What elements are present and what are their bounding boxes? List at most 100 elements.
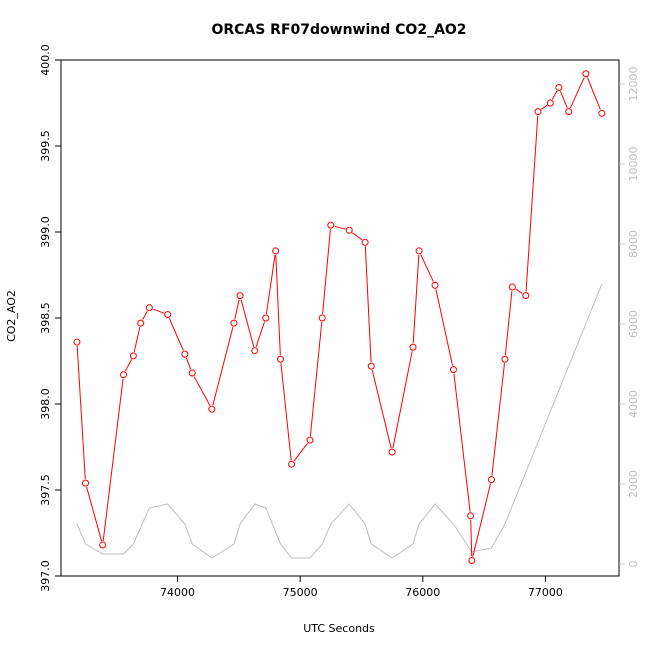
- co2-segment: [322, 229, 331, 315]
- co2-segment: [559, 91, 568, 109]
- co2-segment: [515, 288, 523, 294]
- altitude-series: [76, 283, 603, 559]
- co2-segment: [569, 77, 585, 109]
- co2-segment: [152, 308, 165, 314]
- x-axis-label: UTC Seconds: [303, 622, 375, 635]
- co2-point: [555, 84, 563, 92]
- co2-segment: [309, 321, 323, 437]
- co2-point: [208, 405, 216, 413]
- co2-segment: [371, 369, 392, 449]
- co2-point: [367, 362, 375, 370]
- y-tick-label: 398.0: [39, 388, 52, 420]
- co2-point: [129, 352, 137, 360]
- co2-point: [582, 70, 590, 78]
- co2-segment: [76, 346, 86, 480]
- co2-point: [345, 226, 353, 234]
- co2-point: [565, 108, 573, 116]
- co2-segment: [352, 232, 363, 241]
- co2-segment: [525, 115, 539, 292]
- co2-point: [145, 304, 153, 312]
- co2-segment: [504, 290, 513, 356]
- co2-segment: [265, 254, 276, 315]
- y-tick-label: 400.0: [39, 44, 52, 76]
- co2-point: [327, 221, 335, 229]
- co2-point: [546, 99, 554, 107]
- co2-series: [73, 70, 606, 565]
- co2-point: [120, 371, 128, 379]
- co2-segment: [412, 254, 420, 344]
- co2-segment: [86, 486, 103, 542]
- co2-segment: [551, 90, 558, 100]
- co2-segment: [185, 357, 192, 370]
- y2-tick-label: 8000: [627, 230, 640, 258]
- co2-segment: [334, 225, 346, 230]
- y-tick-label: 397.0: [39, 560, 52, 592]
- co2-point: [230, 319, 238, 327]
- y2-tick-label: 6000: [627, 310, 640, 338]
- co2-point: [236, 292, 244, 300]
- co2-point: [251, 347, 259, 355]
- y2-tick-label: 10000: [627, 147, 640, 182]
- plot-frame: [60, 59, 620, 577]
- co2-segment: [280, 363, 292, 461]
- co2-segment: [168, 318, 184, 351]
- co2-segment: [470, 519, 473, 557]
- co2-segment: [234, 299, 240, 320]
- co2-segment: [212, 326, 234, 406]
- co2-point: [508, 283, 516, 291]
- co2-point: [272, 247, 280, 255]
- co2-segment: [453, 373, 471, 512]
- y2-tick-label: 12000: [627, 67, 640, 102]
- co2-point: [487, 476, 495, 484]
- co2-segment: [293, 442, 308, 462]
- co2-segment: [102, 378, 124, 542]
- co2-point: [288, 460, 296, 468]
- co2-segment: [364, 246, 372, 363]
- co2-point: [318, 314, 326, 322]
- co2-segment: [142, 310, 148, 320]
- co2-point: [262, 314, 270, 322]
- co2-segment: [420, 254, 434, 282]
- co2-point: [468, 557, 476, 565]
- co2-point: [137, 319, 145, 327]
- y-tick-label: 397.5: [39, 474, 52, 506]
- co2-segment: [541, 104, 548, 110]
- y-tick-label: 398.5: [39, 302, 52, 334]
- co2-point: [306, 436, 314, 444]
- co2-point: [99, 541, 107, 549]
- co2-segment: [392, 351, 413, 449]
- co2-segment: [491, 363, 505, 476]
- co2-segment: [586, 77, 601, 110]
- y-tick-label: 399.5: [39, 130, 52, 162]
- co2-point: [598, 109, 606, 117]
- co2-point: [449, 366, 457, 374]
- co2-point: [181, 350, 189, 358]
- co2-point: [73, 338, 81, 346]
- co2-point: [534, 108, 542, 116]
- x-tick-label: 74000: [160, 586, 195, 599]
- co2-segment: [133, 326, 141, 353]
- co2-point: [164, 311, 172, 319]
- y-tick-label: 399.0: [39, 216, 52, 248]
- plot-area: [60, 59, 620, 577]
- x-tick-label: 75000: [283, 586, 318, 599]
- axes: 74000 75000 76000 77000 397.0 397.5 398.0 398.5…: [39, 44, 640, 599]
- chart-title: ORCAS RF07downwind CO2_AO2: [211, 22, 466, 38]
- y2-tick-label: 2000: [627, 470, 640, 498]
- co2-point: [467, 512, 475, 520]
- co2-point: [277, 355, 285, 363]
- co2-segment: [124, 359, 132, 372]
- y2-tick-label: 0: [627, 561, 640, 568]
- co2-segment: [193, 376, 211, 406]
- co2-point: [431, 281, 439, 289]
- co2-segment: [240, 299, 255, 347]
- co2-segment: [435, 289, 454, 366]
- co2-point: [361, 238, 369, 246]
- co2-segment: [472, 483, 491, 557]
- co2-point: [415, 247, 423, 255]
- co2-segment: [255, 321, 265, 348]
- altitude-line: [76, 283, 603, 559]
- co2-segment: [275, 254, 281, 356]
- y2-tick-label: 4000: [627, 390, 640, 418]
